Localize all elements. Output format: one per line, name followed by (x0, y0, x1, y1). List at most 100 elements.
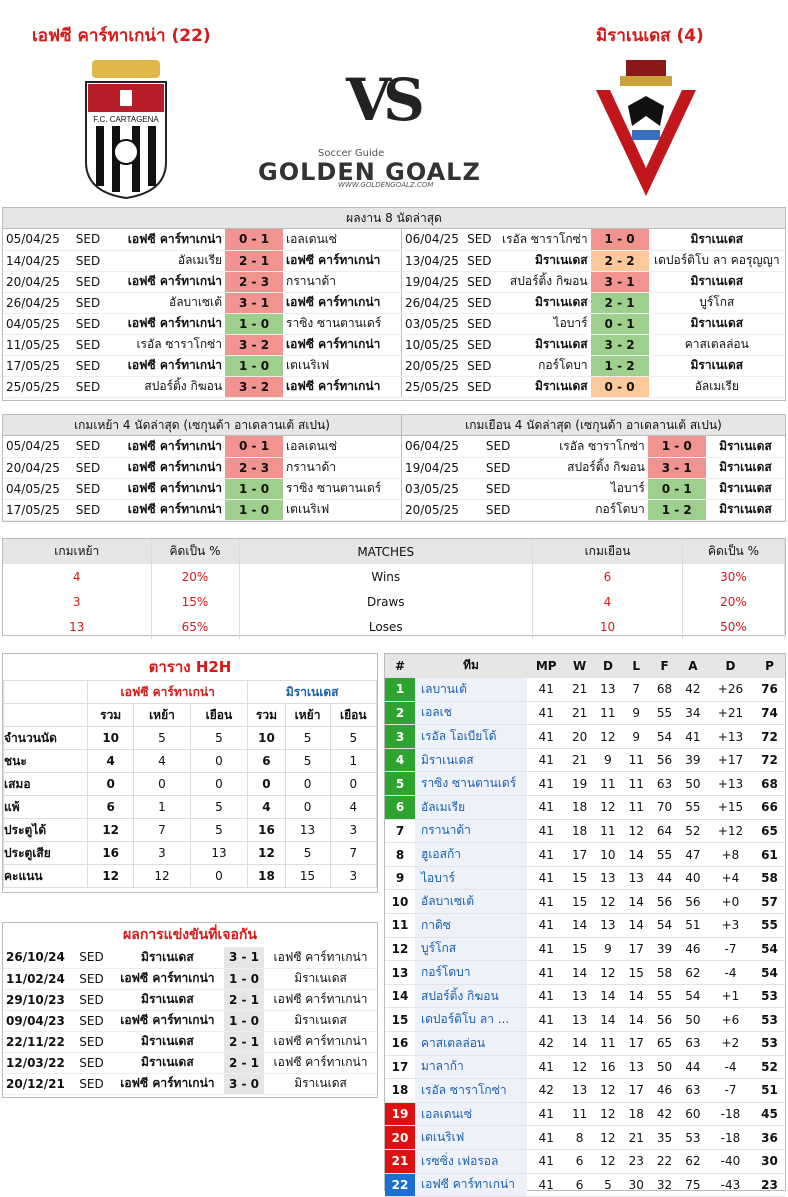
h2h-sub: เยือน (329, 703, 378, 727)
match-away-team[interactable]: มิราเนเดส (648, 271, 785, 293)
meeting-home[interactable]: เอฟซี คาร์ทาเกน่า (110, 968, 225, 990)
standings-team[interactable]: กาดิซ (415, 913, 527, 938)
match-home-team[interactable]: สปอร์ติ้ง กิฆอน (524, 457, 648, 479)
standings-team[interactable]: เรซซิ่ง เฟอรอล (415, 1149, 527, 1174)
match-away-team[interactable]: เอฟซี คาร์ทาเกน่า (283, 250, 402, 272)
h2h-value: 5 (284, 749, 331, 773)
meeting-home[interactable]: มิราเนเดส (110, 1031, 225, 1053)
match-home-team[interactable]: เอฟซี คาร์ทาเกน่า (108, 478, 226, 500)
standings-team[interactable]: บูร์โกส (415, 937, 527, 962)
standings-team[interactable]: ราซิง ซานตานเดร์ (415, 771, 527, 797)
match-home-team[interactable]: อัลบาเซเต้ (108, 292, 226, 314)
meeting-score: 2 - 1 (224, 1052, 265, 1074)
match-away-team[interactable]: มิราเนเดส (648, 229, 785, 251)
match-home-team[interactable]: มิราเนเดส (495, 292, 591, 314)
standings-team[interactable]: มาลาก้า (415, 1055, 527, 1080)
standings-team[interactable]: เลบานเต้ (415, 677, 527, 702)
standings-team[interactable]: เรอัล ซาราโกซ่า (415, 1078, 527, 1103)
match-away-team[interactable]: เอลเดนเซ่ (283, 436, 402, 458)
match-away-team[interactable]: มิราเนเดส (648, 355, 785, 377)
match-away-team[interactable]: เตเนริเฟ (283, 499, 402, 521)
match-away-team[interactable]: ราซิง ซานตานเดร์ (283, 478, 402, 500)
match-away-team[interactable]: มิราเนเดส (705, 478, 785, 500)
match-home-team[interactable]: เอฟซี คาร์ทาเกน่า (108, 355, 226, 377)
meeting-home[interactable]: มิราเนเดส (110, 989, 225, 1011)
match-away-team[interactable]: มิราเนเดส (648, 313, 785, 335)
standings-team[interactable]: อัลบาเซเต้ (415, 889, 527, 915)
meeting-away[interactable]: มิราเนเดส (264, 968, 377, 990)
match-home-team[interactable]: เรอัล ซาราโกซ่า (108, 334, 226, 356)
meeting-home[interactable]: มิราเนเดส (110, 1052, 225, 1074)
match-home-team[interactable]: มิราเนเดส (495, 376, 591, 398)
match-home-team[interactable]: ไอบาร์ (495, 313, 591, 335)
match-home-team[interactable]: กอร์โดบา (495, 355, 591, 377)
meeting-away[interactable]: เอฟซี คาร์ทาเกน่า (264, 1031, 377, 1053)
match-home-team[interactable]: เอฟซี คาร์ทาเกน่า (108, 313, 226, 335)
standings-team[interactable]: อัลเมเรีย (415, 795, 527, 820)
match-home-team[interactable]: กอร์โดบา (524, 499, 648, 521)
match-home-team[interactable]: เอฟซี คาร์ทาเกน่า (108, 436, 226, 458)
match-home-team[interactable]: สปอร์ติ้ง กิฆอน (108, 376, 226, 398)
meeting-home[interactable]: เอฟซี คาร์ทาเกน่า (110, 1073, 225, 1095)
match-away-team[interactable]: เดปอร์ติโบ ลา คอรุญญา (648, 250, 785, 272)
match-home-team[interactable]: อัลเมเรีย (108, 250, 226, 272)
match-home-team[interactable]: เอฟซี คาร์ทาเกน่า (108, 457, 226, 479)
match-league: SED (464, 250, 496, 272)
meeting-home[interactable]: มิราเนเดส (110, 947, 225, 969)
match-home-team[interactable]: เรอัล ซาราโกซ่า (495, 229, 591, 251)
standings-value: 21 (622, 1125, 651, 1150)
standings-team[interactable]: เดปอร์ติโบ ลา ... (415, 1007, 527, 1032)
standings-team[interactable]: เรอัล โอเบียโด้ (415, 724, 527, 749)
match-home-team[interactable]: สปอร์ติ้ง กิฆอน (495, 271, 591, 293)
standings-value: 35 (650, 1125, 679, 1150)
match-away-team[interactable]: มิราเนเดส (705, 499, 785, 521)
meeting-home[interactable]: เอฟซี คาร์ทาเกน่า (110, 1010, 225, 1032)
standings-team[interactable]: ฮูเอสก้า (415, 842, 527, 867)
match-away-team[interactable]: เตเนริเฟ (283, 355, 402, 377)
standings-team[interactable]: เตเนริเฟ (415, 1125, 527, 1150)
meeting-away[interactable]: เอฟซี คาร์ทาเกน่า (264, 1052, 377, 1074)
h2h-value: 0 (86, 772, 135, 796)
brand-top: Soccer Guide (318, 148, 385, 159)
standings-team[interactable]: เอลเช (415, 701, 527, 726)
standings-team[interactable]: ไอบาร์ (415, 866, 527, 891)
match-home-team[interactable]: เอฟซี คาร์ทาเกน่า (108, 499, 226, 521)
standings-team[interactable]: กรานาด้า (415, 819, 527, 844)
match-away-team[interactable]: มิราเนเดส (705, 436, 785, 458)
match-away-team[interactable]: เอฟซี คาร์ทาเกน่า (283, 334, 402, 356)
match-home-team[interactable]: เรอัล ซาราโกซ่า (524, 436, 648, 458)
match-away-team[interactable]: เอฟซี คาร์ทาเกน่า (283, 292, 402, 314)
match-home-team[interactable]: ไอบาร์ (524, 478, 648, 500)
standings-value: 53 (753, 1007, 785, 1032)
h2h-value: 5 (329, 726, 378, 750)
meeting-away[interactable]: มิราเนเดส (264, 1010, 377, 1032)
match-away-team[interactable]: เอฟซี คาร์ทาเกน่า (283, 376, 402, 398)
match-away-team[interactable]: กรานาด้า (283, 271, 402, 293)
standings-team[interactable]: เอลเดนเซ่ (415, 1102, 527, 1127)
match-date: 14/04/25 (3, 250, 73, 272)
match-away-team[interactable]: ราซิง ซานตานเดร์ (283, 313, 402, 335)
meeting-away[interactable]: เอฟซี คาร์ทาเกน่า (264, 947, 377, 969)
standings-value: 45 (753, 1102, 785, 1127)
match-away-team[interactable]: อัลเมเรีย (648, 376, 785, 398)
match-away-team[interactable]: กรานาด้า (283, 457, 402, 479)
meeting-away[interactable]: มิราเนเดส (264, 1073, 377, 1095)
meeting-away[interactable]: เอฟซี คาร์ทาเกน่า (264, 989, 377, 1011)
match-home-team[interactable]: มิราเนเดส (495, 250, 591, 272)
standings-team[interactable]: สปอร์ติ้ง กิฆอน (415, 984, 527, 1009)
match-home-team[interactable]: เอฟซี คาร์ทาเกน่า (108, 229, 226, 251)
match-home-team[interactable]: มิราเนเดส (495, 334, 591, 356)
h2h-value: 0 (284, 772, 331, 796)
match-home-team[interactable]: เอฟซี คาร์ทาเกน่า (108, 271, 226, 293)
standings-team[interactable]: กอร์โดบา (415, 960, 527, 985)
match-date: 19/04/25 (401, 271, 465, 293)
match-away-team[interactable]: บูร์โกส (648, 292, 785, 314)
standings-team[interactable]: มิราเนเดส (415, 748, 527, 773)
standings-team[interactable]: เอฟซี คาร์ทาเกน่า (415, 1173, 527, 1197)
match-away-team[interactable]: คาสเตลล่อน (648, 334, 785, 356)
standings-team[interactable]: คาสเตลล่อน (415, 1031, 527, 1056)
match-away-team[interactable]: มิราเนเดส (705, 457, 785, 479)
standings-value: 76 (753, 677, 785, 702)
match-away-team[interactable]: เอลเดนเซ่ (283, 229, 402, 251)
match-row: 03/05/25 SED ไอบาร์ 0 - 1 มิราเนเดส (401, 478, 785, 500)
